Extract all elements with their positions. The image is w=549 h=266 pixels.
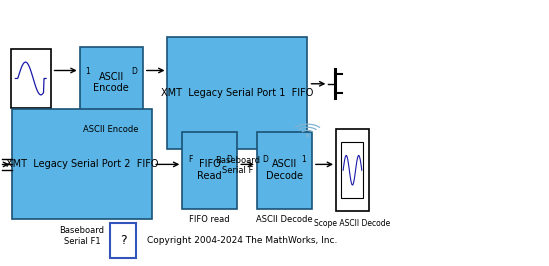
- Bar: [110, 223, 136, 258]
- Bar: [11, 49, 51, 108]
- Bar: [257, 132, 312, 209]
- Text: ASCII
Encode: ASCII Encode: [93, 72, 129, 93]
- Text: ?: ?: [120, 234, 126, 247]
- Text: D: D: [226, 155, 232, 164]
- Text: D: D: [262, 155, 268, 164]
- Bar: [341, 142, 363, 198]
- Text: Baseboard
Serial F1: Baseboard Serial F1: [60, 226, 104, 246]
- Bar: [80, 47, 143, 118]
- Text: Copyright 2004-2024 The MathWorks, Inc.: Copyright 2004-2024 The MathWorks, Inc.: [147, 236, 338, 245]
- Text: FIFO
Read: FIFO Read: [198, 159, 222, 181]
- Bar: [336, 129, 369, 211]
- Text: FIFO read: FIFO read: [189, 215, 230, 225]
- Bar: [12, 109, 152, 219]
- Text: D: D: [131, 67, 137, 76]
- Text: 1: 1: [85, 67, 90, 76]
- Text: 1: 1: [301, 155, 306, 164]
- Text: XMT  Legacy Serial Port 2  FIFO: XMT Legacy Serial Port 2 FIFO: [6, 159, 158, 169]
- Text: ASCII Decode: ASCII Decode: [256, 215, 313, 225]
- Text: Baseboard
Serial F: Baseboard Serial F: [215, 156, 260, 175]
- Bar: [167, 37, 307, 149]
- Text: XMT  Legacy Serial Port 1  FIFO: XMT Legacy Serial Port 1 FIFO: [161, 88, 313, 98]
- Bar: [182, 132, 237, 209]
- Text: F: F: [188, 155, 192, 164]
- Text: ASCII
Decode: ASCII Decode: [266, 159, 303, 181]
- Text: Scope ASCII Decode: Scope ASCII Decode: [315, 219, 390, 228]
- Text: ASCII Encode: ASCII Encode: [83, 125, 139, 134]
